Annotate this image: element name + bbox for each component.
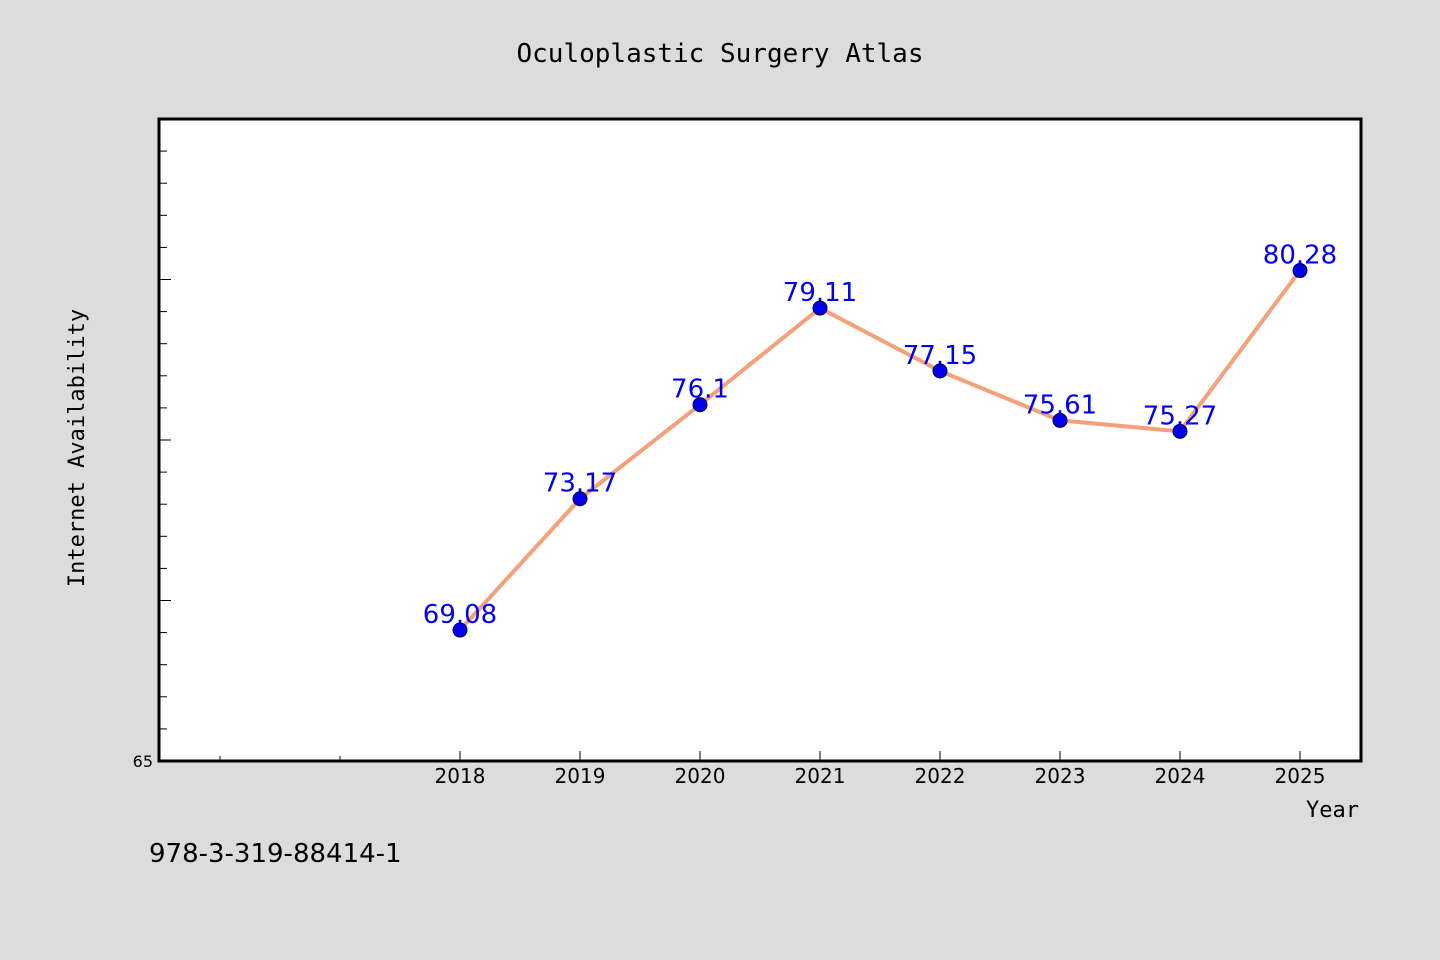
data-labels-group: 69.08 73.17 76.1 79.11 77.15 75.61 75.27 80.28 (423, 241, 1337, 631)
x-tick-label-2018: 2018 (435, 764, 486, 788)
chart-title: Oculoplastic Surgery Atlas (517, 39, 924, 69)
data-point-2021 (812, 300, 828, 316)
data-point-2025 (1292, 263, 1308, 279)
data-label-2022: 77.15 (903, 341, 977, 371)
data-point-2024 (1172, 423, 1188, 439)
data-label-2024: 75.27 (1143, 401, 1217, 431)
footer-isbn: 978-3-319-88414-1 (149, 839, 402, 869)
data-label-2021: 79.11 (783, 278, 857, 308)
data-point-2022 (932, 363, 948, 379)
data-point-2020 (692, 397, 708, 413)
x-tick-label-2022: 2022 (915, 764, 966, 788)
x-tick-label-2021: 2021 (795, 764, 846, 788)
x-tick-label-2025: 2025 (1275, 764, 1326, 788)
x-tick-label-2020: 2020 (675, 764, 726, 788)
y-axis-label: Internet Availability (65, 309, 90, 587)
data-label-2019: 73.17 (543, 469, 617, 499)
series-line-group (458, 268, 1302, 633)
x-axis-minor-ticks (219, 756, 341, 761)
x-tick-label-2024: 2024 (1155, 764, 1206, 788)
data-label-2018: 69.08 (423, 600, 497, 630)
x-tick-label-2023: 2023 (1035, 764, 1086, 788)
x-axis-ticks: 2018 2019 2020 2021 2022 2023 2024 2025 (435, 751, 1326, 788)
data-label-2025: 80.28 (1263, 241, 1337, 271)
plot-area (157, 117, 1363, 763)
series-line (458, 268, 1302, 633)
y-tick-label-65: 65 (133, 752, 153, 771)
series-points-group (452, 263, 1308, 638)
data-point-2023 (1052, 412, 1068, 428)
x-axis-label: Year (1306, 798, 1359, 823)
data-label-2020: 76.1 (671, 375, 729, 405)
data-point-2018 (452, 622, 468, 638)
x-tick-label-2019: 2019 (555, 764, 606, 788)
data-label-2023: 75.61 (1023, 390, 1097, 420)
data-point-2019 (572, 491, 588, 507)
y-axis-ticks (159, 150, 171, 730)
